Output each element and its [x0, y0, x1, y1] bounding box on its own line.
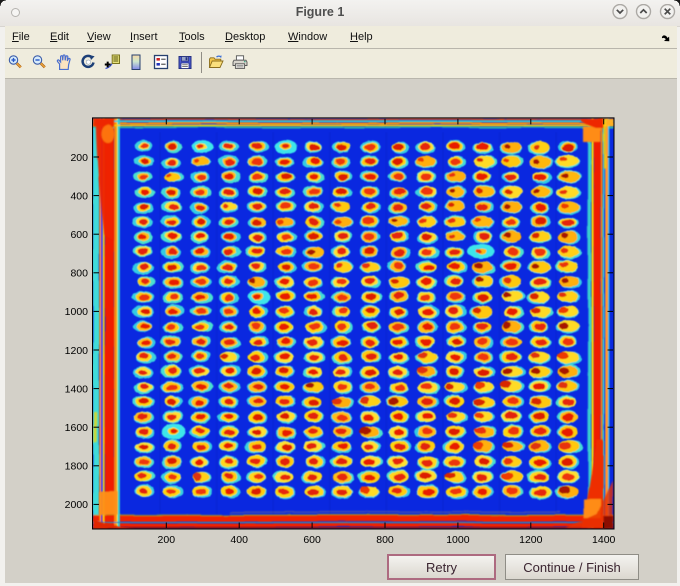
svg-text:200: 200	[70, 152, 88, 164]
svg-text:600: 600	[303, 534, 321, 546]
svg-text:1400: 1400	[592, 534, 616, 546]
svg-text:1600: 1600	[65, 422, 89, 434]
svg-text:600: 600	[70, 229, 88, 241]
svg-text:400: 400	[70, 190, 88, 202]
svg-text:2000: 2000	[65, 499, 89, 511]
svg-text:1200: 1200	[519, 534, 543, 546]
svg-text:800: 800	[70, 268, 88, 280]
svg-text:800: 800	[376, 534, 394, 546]
svg-text:1000: 1000	[65, 306, 89, 318]
svg-text:200: 200	[158, 534, 176, 546]
svg-text:1200: 1200	[65, 345, 89, 357]
svg-text:1800: 1800	[65, 461, 89, 473]
svg-text:1400: 1400	[65, 383, 89, 395]
svg-text:400: 400	[230, 534, 248, 546]
svg-text:1000: 1000	[446, 534, 470, 546]
